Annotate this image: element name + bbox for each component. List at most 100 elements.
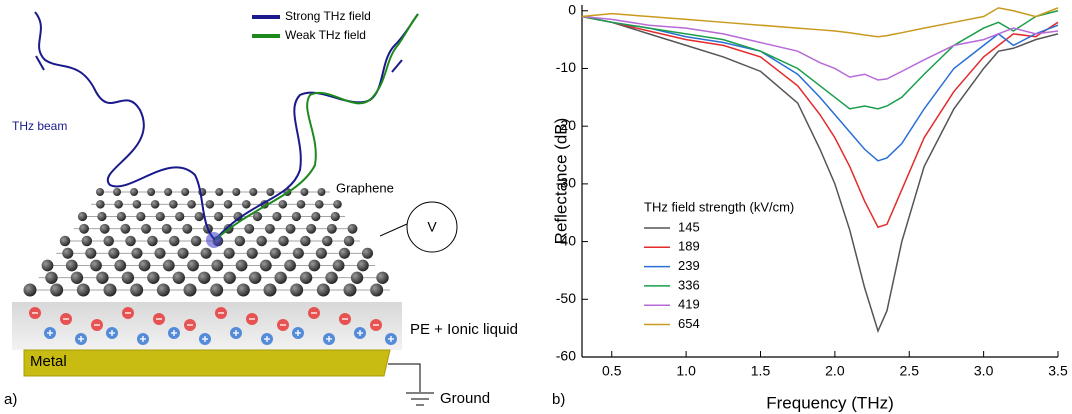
carbon-atom [274,271,287,284]
carbon-atom [284,259,296,272]
carbon-atom [347,223,358,234]
series-line [581,10,1059,110]
carbon-atom [79,223,90,234]
y-tick-label: -40 [556,232,576,248]
carbon-atom [321,235,333,247]
carbon-atom [211,259,224,272]
x-tick-label: 3.5 [1048,363,1068,379]
legend-label: 189 [678,239,700,254]
carbon-atom [181,188,190,196]
carbon-atom [343,235,355,247]
y-tick-label: -50 [556,290,576,306]
carbon-atom [244,223,255,234]
panel-label: b) [552,391,565,408]
carbon-atom [246,247,258,259]
x-tick-label: 3.0 [974,363,994,379]
legend-label: 239 [678,258,700,273]
carbon-atom [285,223,296,234]
carbon-atom [213,211,224,222]
carbon-atom [296,199,306,209]
carbon-atom [356,259,369,272]
carbon-atom [350,271,364,284]
carbon-atom [256,235,267,247]
carbon-atom [300,188,309,196]
carbon-atom [172,271,185,284]
carbon-atom [99,223,110,234]
carbon-atom [332,259,345,272]
carbon-atom [269,247,281,259]
carbon-atom [232,188,241,196]
carbon-atom [76,283,90,297]
carbon-atom [370,283,384,297]
carbon-atom [376,271,389,284]
carbon-atom [77,211,88,222]
carbon-atom [315,247,327,259]
series-line [581,15,1059,334]
carbon-atom [130,188,139,196]
carbon-atom [223,199,233,209]
carbon-atom [223,247,235,259]
y-tick-label: -20 [556,117,576,133]
carbon-atom [223,271,236,284]
carbon-atom [325,271,338,284]
y-tick-label: -30 [556,175,576,191]
y-tick-label: 0 [568,1,576,17]
carbon-atom [50,283,64,297]
carbon-atom [326,223,337,234]
carbon-atom [215,188,224,196]
carbon-atom [70,271,84,284]
carbon-atom [23,283,37,297]
carbon-atom [187,199,196,209]
carbon-atom [114,199,123,209]
chart: 0 -10 -20 -30 -40 -50 -60 0.5 1.0 1.5 2.0 2.5 3.0 3.5… [551,1,1067,412]
carbon-atom [317,188,326,196]
carbon-atom [169,235,180,247]
carbon-atom [156,283,170,297]
strong-beam-in [34,11,216,241]
x-tick-label: 1.0 [676,363,696,379]
legend-label: Weak THz field [285,28,366,42]
x-tick-label: 1.5 [751,363,771,379]
carbon-atom [210,283,224,297]
carbon-atom [141,223,151,234]
arrow [391,59,403,73]
carbon-atom [131,247,143,259]
carbon-atom [138,259,151,272]
carbon-atom [233,211,243,222]
carbon-atom [130,283,144,297]
x-tick-label: 2.0 [825,363,845,379]
carbon-atom [183,283,197,297]
carbon-atom [169,199,178,209]
carbon-atom [198,271,211,284]
carbon-atom [103,283,117,297]
legend-title: THz field strength (kV/cm) [644,199,794,214]
carbon-atom [316,283,330,297]
carbon-atom [272,211,282,222]
carbon-atom [292,247,304,259]
carbon-atom [175,211,185,222]
carbon-atom [252,211,263,222]
carbon-atom [190,235,202,247]
carbon-atom [120,223,131,234]
y-tick-label: -60 [556,348,576,364]
carbon-atom [155,211,165,222]
carbon-atom [278,199,288,209]
diagram: Metal PE + Ionic liquid Graphene V Groun… [4,9,518,408]
series-line [581,15,1059,229]
carbon-atom [147,235,158,247]
legend-label: 654 [678,316,700,331]
carbon-atom [182,223,193,234]
graphene-label: Graphene [336,180,394,195]
carbon-atom [314,199,324,209]
carbon-atom [187,259,199,272]
carbon-atom [62,247,74,259]
legend-label: 419 [678,297,700,312]
carbon-atom [96,271,109,284]
carbon-atom [205,199,215,209]
series-line [581,7,1059,38]
carbon-atom [266,188,275,196]
carbon-atom [249,188,258,196]
carbon-atom [103,235,114,247]
carbon-atom [177,247,189,259]
